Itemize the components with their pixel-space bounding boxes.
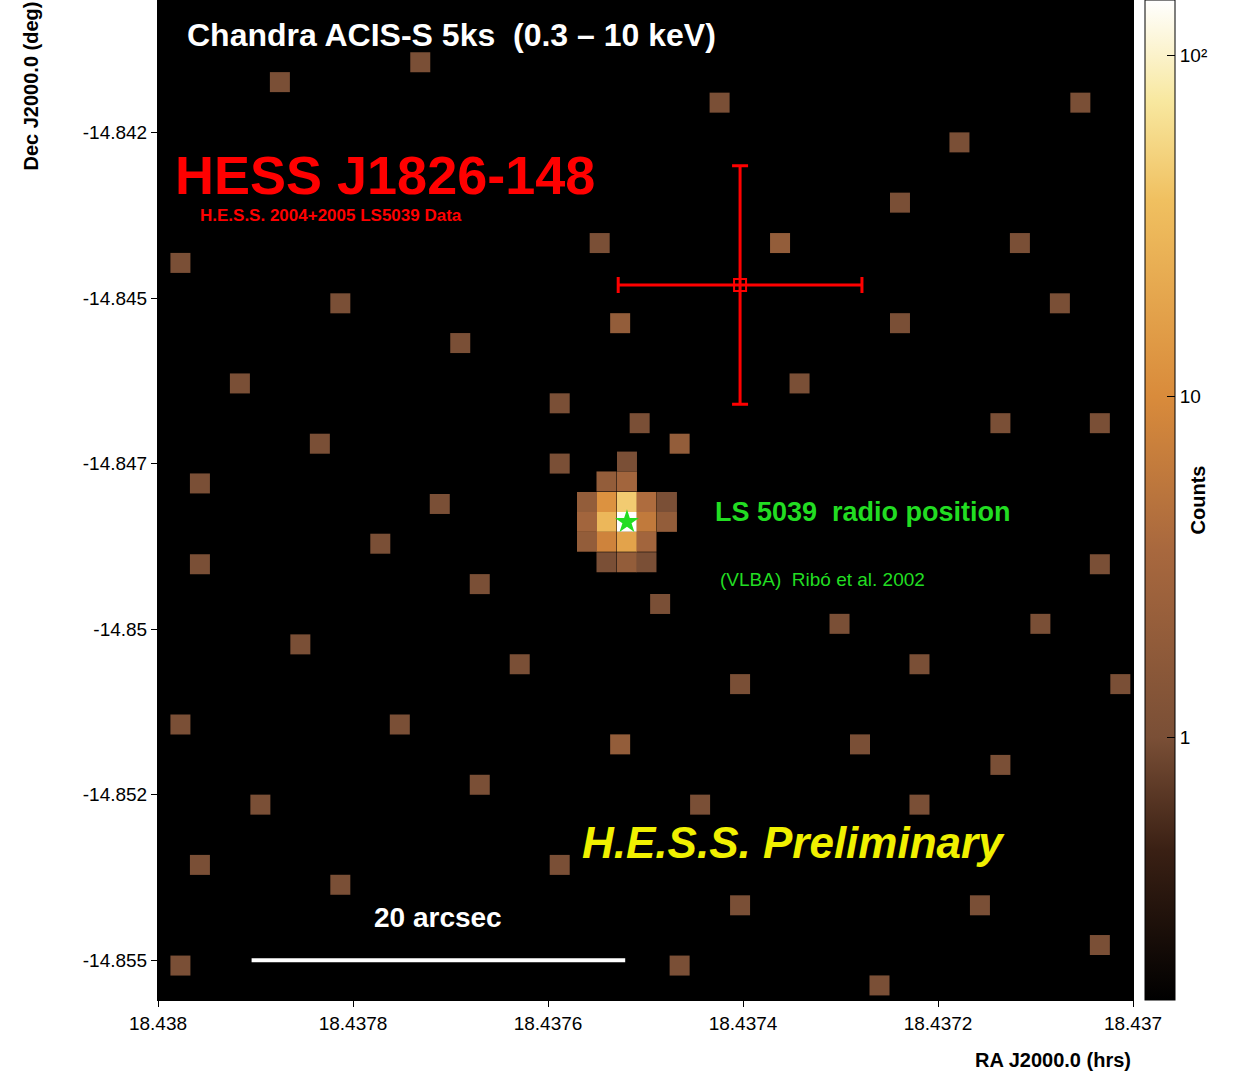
svg-text:(VLBA) Ribó et al. 2002: (VLBA) Ribó et al. 2002 — [720, 569, 925, 590]
svg-text:18.438: 18.438 — [129, 1013, 187, 1034]
svg-text:-14.847: -14.847 — [83, 453, 147, 474]
svg-text:18.4372: 18.4372 — [904, 1013, 973, 1034]
svg-text:10²: 10² — [1180, 45, 1207, 66]
svg-text:LS 5039 radio position: LS 5039 radio position — [715, 497, 1011, 527]
svg-text:20 arcsec: 20 arcsec — [374, 902, 502, 933]
svg-text:H.E.S.S. 2004+2005 LS5039 Data: H.E.S.S. 2004+2005 LS5039 Data — [200, 206, 462, 225]
svg-text:-14.85: -14.85 — [93, 619, 147, 640]
svg-text:H.E.S.S. Preliminary: H.E.S.S. Preliminary — [582, 818, 1005, 867]
svg-text:-14.852: -14.852 — [83, 784, 147, 805]
svg-text:18.4378: 18.4378 — [319, 1013, 388, 1034]
svg-text:10: 10 — [1180, 386, 1201, 407]
svg-text:18.4376: 18.4376 — [514, 1013, 583, 1034]
svg-text:HESS J1826-148: HESS J1826-148 — [175, 145, 595, 205]
svg-text:1: 1 — [1180, 727, 1191, 748]
svg-text:18.437: 18.437 — [1104, 1013, 1162, 1034]
svg-text:Counts: Counts — [1187, 466, 1209, 535]
svg-text:-14.845: -14.845 — [83, 288, 147, 309]
svg-text:18.4374: 18.4374 — [709, 1013, 778, 1034]
svg-text:Dec J2000.0 (deg): Dec J2000.0 (deg) — [20, 2, 42, 171]
svg-text:Chandra ACIS-S 5ks (0.3 – 10: Chandra ACIS-S 5ks (0.3 – 10 keV) — [187, 17, 716, 53]
svg-text:RA J2000.0 (hrs): RA J2000.0 (hrs) — [975, 1049, 1131, 1071]
svg-text:-14.842: -14.842 — [83, 122, 147, 143]
svg-text:-14.855: -14.855 — [83, 950, 147, 971]
